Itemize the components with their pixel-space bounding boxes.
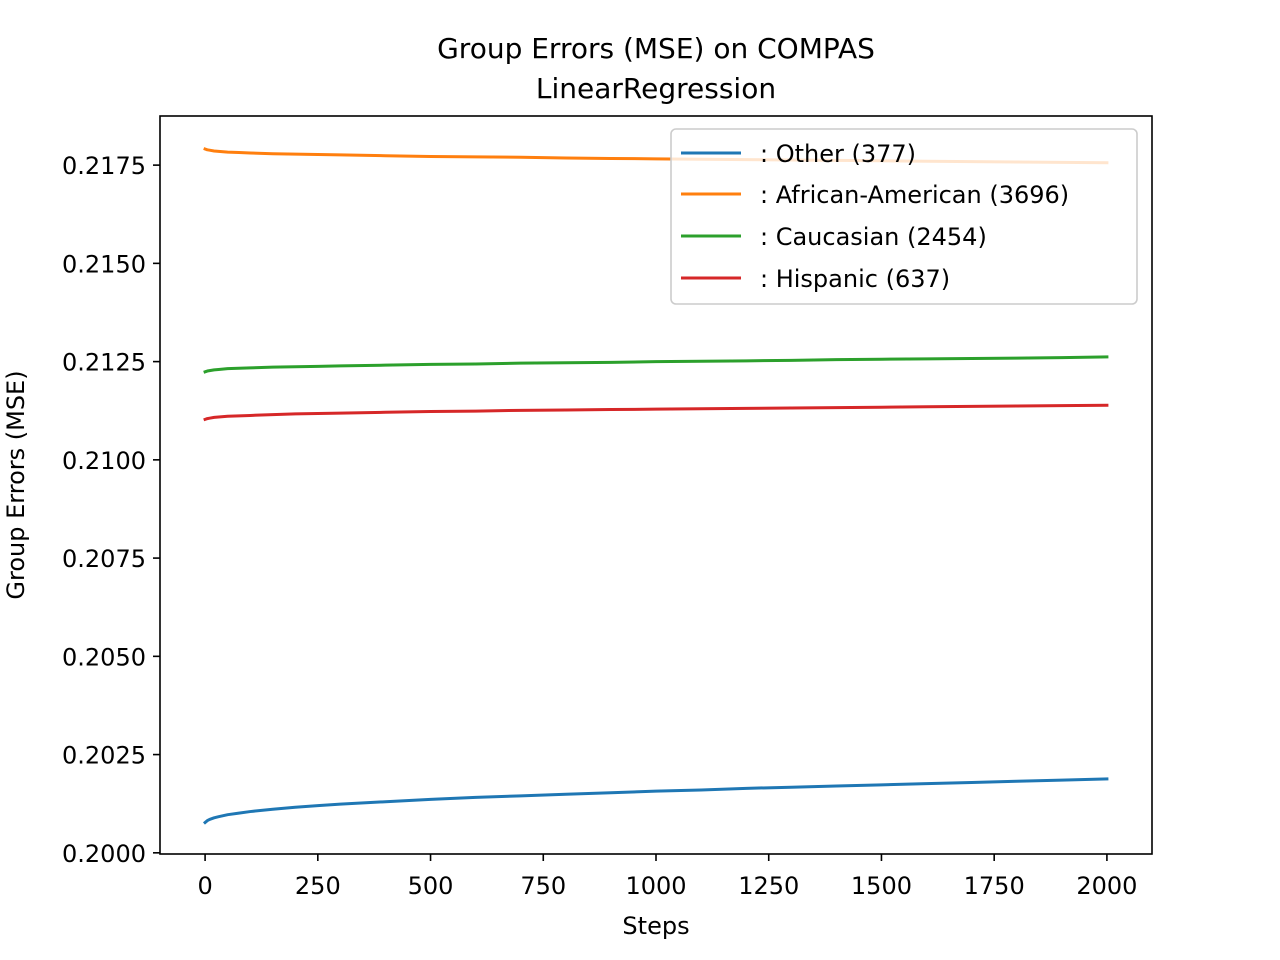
y-tick-label: 0.2125	[62, 349, 146, 377]
y-tick-label: 0.2075	[62, 545, 146, 573]
y-tick-label: 0.2150	[62, 250, 146, 278]
y-tick-label: 0.2000	[62, 840, 146, 868]
x-axis-label: Steps	[622, 912, 689, 940]
legend-frame	[670, 128, 1138, 305]
y-tick-label: 0.2175	[62, 152, 146, 180]
y-axis-label: Group Errors (MSE)	[2, 370, 30, 599]
y-axis: 0.2000 0.2025 0.2050 0.2075 0.2100 0.2125 0.21…	[62, 152, 160, 868]
x-tick-label: 500	[408, 872, 454, 900]
x-tick-label: 0	[197, 872, 212, 900]
series-line-other-377	[202, 777, 1109, 825]
y-tick-label: 0.2025	[62, 742, 146, 770]
x-tick-label: 750	[520, 872, 566, 900]
legend-label-caucasian: : Caucasian (2454)	[760, 223, 987, 251]
x-tick-label: 2000	[1076, 872, 1137, 900]
y-tick-label: 0.2100	[62, 447, 146, 475]
legend-label-african-american: : African-American (3696)	[760, 181, 1069, 209]
legend-label-other: : Other (377)	[760, 140, 916, 168]
chart-subtitle: LinearRegression	[536, 72, 776, 105]
y-tick-label: 0.2050	[62, 643, 146, 671]
series-line-hispanic-637	[203, 403, 1109, 422]
x-tick-label: 1500	[851, 872, 912, 900]
x-axis: 0 250 500 750 1000 1250 1500 1750 2000	[197, 854, 1137, 900]
x-tick-label: 1000	[625, 872, 686, 900]
x-tick-label: 250	[295, 872, 341, 900]
legend-label-hispanic: : Hispanic (637)	[760, 265, 950, 293]
x-tick-label: 1750	[964, 872, 1025, 900]
series-line-caucasian-2454	[203, 355, 1109, 374]
legend: : Other (377) : African-American (3696) …	[670, 128, 1138, 305]
chart-title: Group Errors (MSE) on COMPAS	[437, 32, 875, 65]
x-tick-label: 1250	[738, 872, 799, 900]
